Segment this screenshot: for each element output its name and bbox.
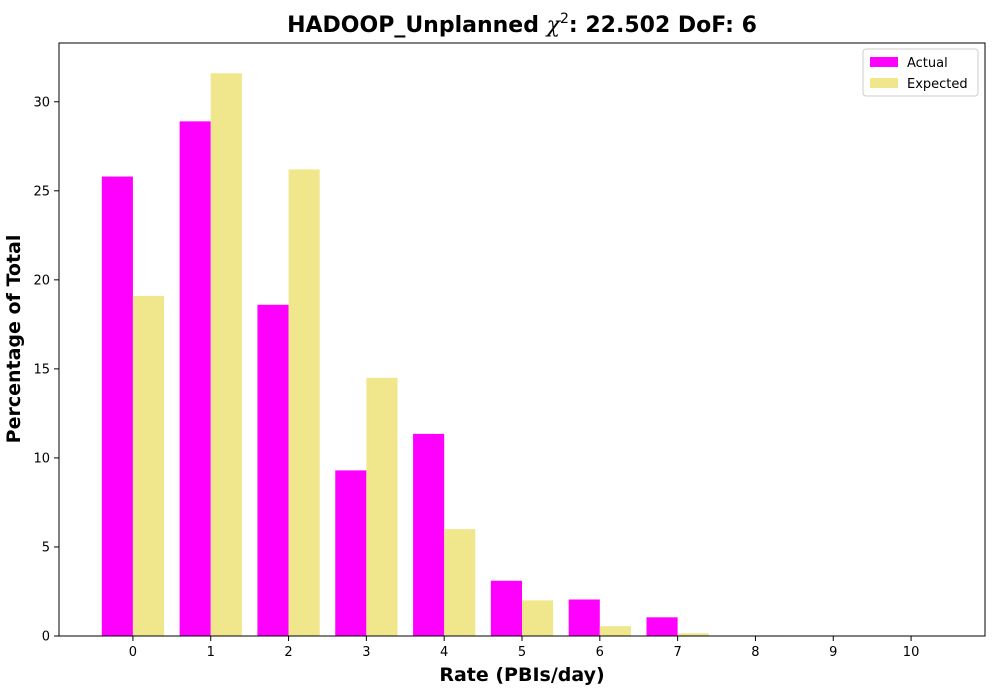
legend-swatch-actual [870, 57, 898, 67]
chart-title-prefix: HADOOP_Unplanned [287, 13, 547, 38]
chart-title-symbol: χ [545, 13, 562, 38]
y-tick-label: 20 [33, 273, 50, 288]
x-tick-label: 9 [829, 645, 837, 660]
series-actual [101, 121, 678, 636]
bar-expected-4 [444, 529, 476, 636]
bar-expected-7 [677, 633, 709, 636]
x-tick-label: 4 [440, 645, 448, 660]
bar-expected-6 [599, 626, 631, 636]
bar-actual-3 [335, 470, 367, 636]
bar-expected-0 [132, 295, 165, 636]
chart-title-superscript: 2 [560, 11, 569, 27]
bar-actual-6 [568, 599, 600, 636]
bar-expected-1 [210, 73, 242, 637]
legend: Actual Expected [862, 48, 979, 97]
y-tick-label: 10 [33, 451, 50, 466]
chart-title: HADOOP_Unplanned χ2: 22.502 DoF: 6 [287, 11, 757, 38]
bar-actual-1 [179, 121, 211, 636]
series-expected [132, 73, 865, 637]
x-axis-label: Rate (PBIs/day) [439, 664, 604, 686]
bar-expected-2 [288, 169, 320, 637]
bar-actual-7 [646, 617, 678, 636]
bar-expected-3 [366, 377, 398, 636]
legend-swatch-expected [870, 78, 898, 88]
x-tick-label: 10 [903, 645, 920, 660]
bar-actual-2 [257, 304, 289, 636]
legend-label-actual: Actual [907, 56, 948, 71]
x-tick-label: 1 [207, 645, 215, 660]
bar-actual-0 [101, 176, 133, 636]
bar-expected-5 [522, 600, 554, 636]
x-tick-label: 2 [284, 645, 292, 660]
chart-title-suffix: : 22.502 DoF: 6 [569, 13, 757, 38]
legend-label-expected: Expected [907, 77, 968, 92]
x-tick-label: 6 [596, 645, 604, 660]
x-tick-label: 7 [673, 645, 681, 660]
y-tick-label: 30 [33, 95, 50, 110]
bar-actual-4 [413, 433, 445, 636]
x-tick-label: 0 [129, 645, 137, 660]
y-tick-label: 5 [42, 540, 50, 555]
y-tick-label: 0 [42, 630, 50, 645]
x-tick-label: 5 [518, 645, 526, 660]
y-tick-label: 15 [33, 362, 50, 377]
x-tick-label: 8 [751, 645, 759, 660]
plot-area: 0 1 2 3 4 5 6 7 8 9 10 0 5 10 15 20 25 30 [33, 42, 986, 660]
y-axis-label: Percentage of Total [3, 235, 25, 444]
x-tick-label: 3 [362, 645, 370, 660]
bar-actual-5 [490, 580, 522, 636]
y-tick-label: 25 [33, 184, 50, 199]
